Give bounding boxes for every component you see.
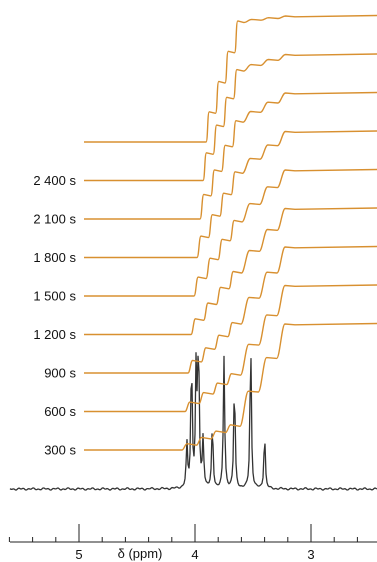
series-label: 2 100 s bbox=[33, 212, 76, 227]
spectrum-line bbox=[9, 352, 377, 491]
integral-curve bbox=[84, 168, 377, 297]
series-label: 1 800 s bbox=[33, 250, 76, 265]
x-tick-label: 4 bbox=[191, 547, 198, 562]
series-label: 300 s bbox=[44, 443, 76, 458]
integral-curve bbox=[84, 91, 377, 220]
series-label: 2 400 s bbox=[33, 173, 76, 188]
integral-curve bbox=[84, 245, 377, 374]
integral-curves bbox=[84, 14, 377, 451]
series-labels: 300 s 600 s 900 s 1 200 s 1 500 s 1 800 s 2 10… bbox=[33, 173, 76, 458]
integral-curve bbox=[84, 207, 377, 336]
series-label: 1 200 s bbox=[33, 327, 76, 342]
x-axis: δ (ppm) 5 4 3 bbox=[8, 524, 377, 562]
integral-curve bbox=[84, 130, 377, 259]
x-axis-label: δ (ppm) bbox=[118, 546, 163, 561]
x-tick-label: 5 bbox=[75, 547, 82, 562]
series-label: 900 s bbox=[44, 366, 76, 381]
spectrum-layer bbox=[9, 352, 377, 491]
integral-curve bbox=[84, 284, 377, 413]
series-label: 600 s bbox=[44, 404, 76, 419]
integral-curve bbox=[84, 14, 377, 143]
series-label: 1 500 s bbox=[33, 289, 76, 304]
integral-curve bbox=[84, 53, 377, 182]
x-tick-label: 3 bbox=[307, 547, 314, 562]
integral-curve bbox=[84, 322, 377, 451]
